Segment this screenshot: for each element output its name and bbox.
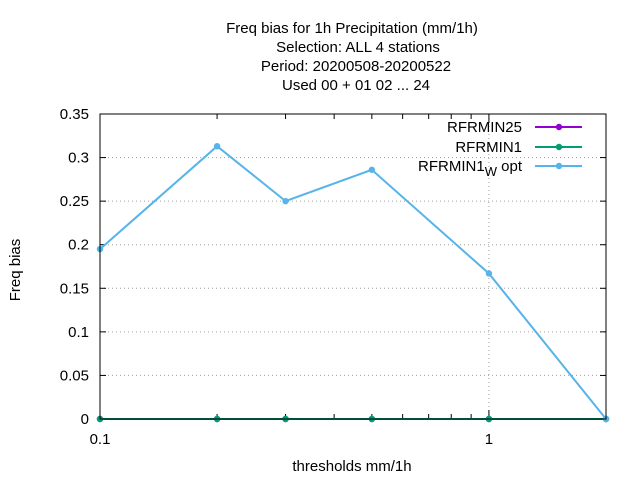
series-point-3 bbox=[282, 197, 289, 205]
legend: RFRMIN25 RFRMIN1 RFRMIN1W opt bbox=[418, 119, 582, 179]
y-tick-label: 0.25 bbox=[60, 193, 89, 210]
grid bbox=[100, 114, 606, 419]
series bbox=[96, 143, 610, 423]
series-line-3 bbox=[99, 144, 607, 420]
legend-marker-2 bbox=[555, 143, 563, 151]
legend-marker-3 bbox=[555, 162, 563, 170]
y-tick-label: 0.15 bbox=[60, 280, 89, 297]
y-tick-label: 0.1 bbox=[68, 324, 89, 341]
title-line-2: Selection: ALL 4 stations bbox=[276, 39, 440, 56]
y-tick-label: 0.2 bbox=[68, 237, 89, 254]
y-tick-label: 0.3 bbox=[68, 150, 89, 167]
legend-label-1: RFRMIN25 bbox=[447, 119, 522, 136]
y-tick-label: 0.05 bbox=[60, 367, 89, 384]
y-tick-label: 0.35 bbox=[60, 106, 89, 123]
series-point-3 bbox=[485, 270, 493, 277]
x-axis-ticks: 0.1 1 bbox=[90, 114, 607, 448]
legend-marker-1 bbox=[555, 123, 563, 131]
x-axis-label: thresholds mm/1h bbox=[292, 458, 411, 475]
x-tick-label: 0.1 bbox=[90, 431, 111, 448]
y-tick-label: 0 bbox=[81, 411, 89, 428]
chart-title: Freq bias for 1h Precipitation (mm/1h) S… bbox=[226, 20, 478, 94]
y-axis-label: Freq bias bbox=[7, 239, 24, 302]
y-axis-ticks: 0 0.05 0.1 0.15 0.2 0.25 0.3 0.35 bbox=[60, 106, 606, 428]
legend-label-3: RFRMIN1W opt bbox=[418, 158, 523, 179]
plot-frame bbox=[99, 113, 607, 420]
legend-label-2: RFRMIN1 bbox=[455, 139, 522, 156]
series-point-3 bbox=[213, 143, 221, 150]
title-line-1: Freq bias for 1h Precipitation (mm/1h) bbox=[226, 20, 478, 37]
series-point-3 bbox=[368, 166, 376, 173]
x-tick-label: 1 bbox=[485, 431, 493, 448]
title-line-3: Period: 20200508-20200522 bbox=[261, 58, 451, 75]
title-line-4: Used 00 + 01 02 ... 24 bbox=[282, 77, 430, 94]
